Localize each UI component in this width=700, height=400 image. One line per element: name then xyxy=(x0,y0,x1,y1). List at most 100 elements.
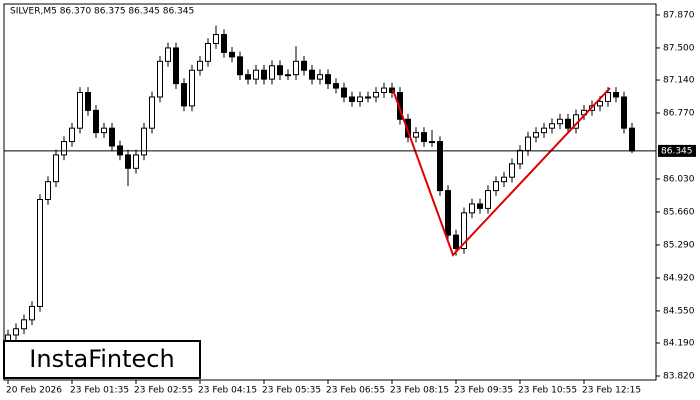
candle-body xyxy=(525,136,531,151)
candle-body xyxy=(165,47,171,62)
candle-body xyxy=(469,203,475,214)
y-tick-label: 85.660 xyxy=(663,207,695,217)
candle-body xyxy=(405,118,411,138)
candle-body xyxy=(229,51,235,58)
y-tick-label: 87.870 xyxy=(663,10,695,20)
candle-body xyxy=(205,42,211,62)
candle-body xyxy=(197,60,203,71)
candle-body xyxy=(357,96,363,102)
candle-body xyxy=(397,92,403,120)
candle-body xyxy=(133,154,139,169)
x-tick-label: 23 Feb 10:55 xyxy=(518,386,577,396)
candle-body xyxy=(93,109,99,134)
candle-body xyxy=(501,176,507,183)
candle-body xyxy=(37,198,43,307)
candle-body xyxy=(541,127,547,134)
candle-body xyxy=(453,234,459,250)
y-tick-label: 83.820 xyxy=(663,371,695,381)
candle-body xyxy=(485,190,491,209)
candle-body xyxy=(509,163,515,178)
x-tick-label: 23 Feb 09:35 xyxy=(454,386,513,396)
current-price-box xyxy=(658,144,696,157)
x-tick-label: 23 Feb 05:35 xyxy=(262,386,321,396)
candle-body xyxy=(109,127,115,147)
candle-body xyxy=(365,96,371,99)
y-tick-label: 84.920 xyxy=(663,273,695,283)
candles xyxy=(5,25,635,348)
candle-body xyxy=(285,74,291,77)
current-price-label: 86.345 xyxy=(661,146,693,156)
x-tick-label: 23 Feb 04:15 xyxy=(198,386,257,396)
candle-body xyxy=(221,34,227,53)
candle-body xyxy=(141,127,147,156)
candle-body xyxy=(277,65,283,76)
candle-body xyxy=(309,69,315,80)
candle-body xyxy=(53,154,59,183)
candle-body xyxy=(149,96,155,129)
candle-body xyxy=(533,132,539,138)
candle-body xyxy=(557,118,563,125)
candle-body xyxy=(293,60,299,76)
brand-logo: InstaFintech xyxy=(29,345,174,373)
y-tick-label: 84.550 xyxy=(663,306,695,316)
x-tick-label: 23 Feb 06:55 xyxy=(326,386,385,396)
candle-body xyxy=(493,181,499,192)
chart-title: SILVER,M5 86.370 86.375 86.345 86.345 xyxy=(10,7,194,17)
candle-body xyxy=(237,56,243,76)
candle-body xyxy=(157,60,163,98)
candle-body xyxy=(253,69,259,80)
candle-body xyxy=(477,203,483,209)
candle-body xyxy=(517,149,523,165)
plot-frame xyxy=(3,3,657,381)
candle-body xyxy=(613,92,619,98)
candle-body xyxy=(461,212,467,250)
candle-body xyxy=(77,92,83,129)
candle-body xyxy=(597,100,603,107)
candle-body xyxy=(349,96,355,102)
y-tick-label: 86.030 xyxy=(663,174,695,184)
y-tick-label: 87.500 xyxy=(663,43,695,53)
x-tick-label: 23 Feb 12:15 xyxy=(582,386,641,396)
pattern-line xyxy=(392,87,611,257)
candle-body xyxy=(269,65,275,80)
brand-box xyxy=(3,340,201,379)
y-tick-label: 86.770 xyxy=(663,109,695,119)
candle-body xyxy=(101,127,107,134)
pattern-lines xyxy=(392,87,611,257)
candle-body xyxy=(373,92,379,98)
x-tick-label: 23 Feb 02:55 xyxy=(134,386,193,396)
candle-body xyxy=(605,92,611,102)
candle-body xyxy=(45,181,51,200)
candle-body xyxy=(389,87,395,94)
candle-body xyxy=(333,83,339,89)
candle-body xyxy=(261,69,267,80)
candle-body xyxy=(21,319,27,330)
candle-body xyxy=(381,87,387,94)
candle-body xyxy=(317,74,323,80)
x-tick-label: 20 Feb 2026 xyxy=(6,386,62,396)
y-tick-label: 84.190 xyxy=(663,339,695,349)
x-tick-label: 23 Feb 01:35 xyxy=(70,386,129,396)
candle-body xyxy=(69,127,75,143)
candle-body xyxy=(85,92,91,111)
y-tick-label: 85.290 xyxy=(663,240,695,250)
candle-body xyxy=(61,141,67,156)
candle-body xyxy=(213,34,219,44)
candle-body xyxy=(173,47,179,85)
candle-body xyxy=(565,118,571,129)
candle-body xyxy=(125,154,131,169)
candle-body xyxy=(549,123,555,129)
candle-body xyxy=(429,141,435,144)
candle-body xyxy=(301,60,307,71)
y-tick-label: 87.140 xyxy=(663,76,695,86)
candle-body xyxy=(445,190,451,236)
candle-body xyxy=(629,127,635,152)
candle-body xyxy=(189,69,195,107)
candle-body xyxy=(437,141,443,192)
candle-body xyxy=(13,328,19,336)
candle-body xyxy=(341,87,347,98)
candle-body xyxy=(325,74,331,85)
candle-body xyxy=(181,83,187,107)
candle-body xyxy=(621,96,627,129)
